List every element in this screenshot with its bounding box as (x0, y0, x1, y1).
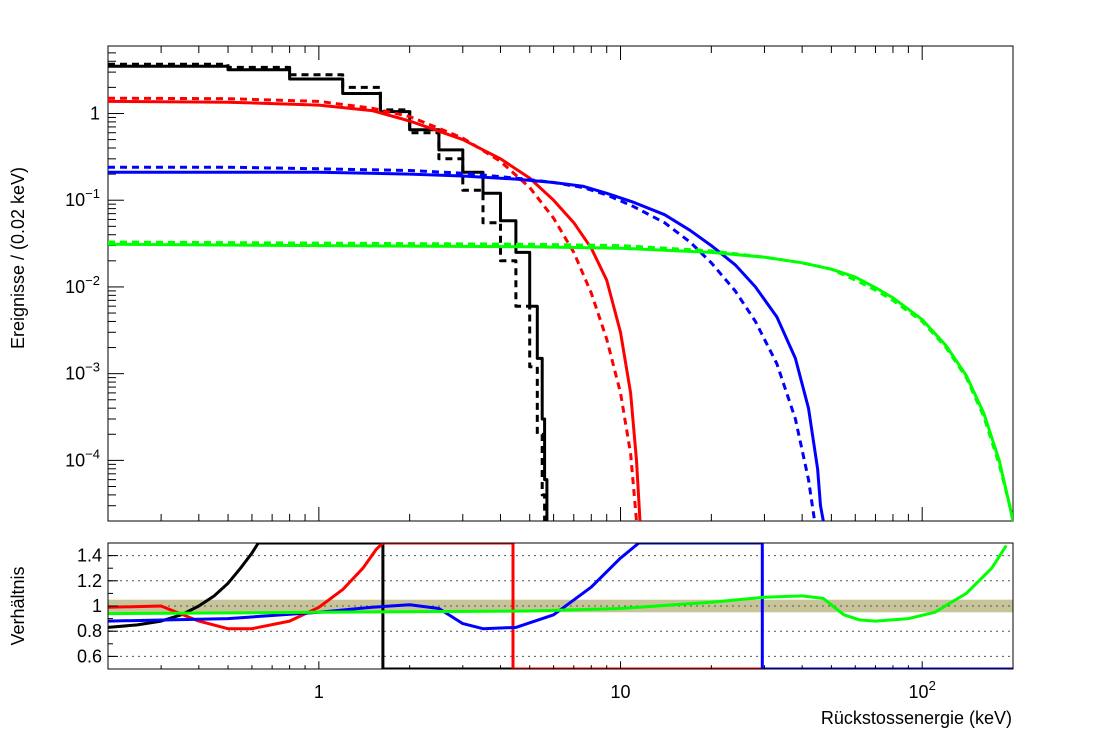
x-tick-label: 10 (611, 682, 631, 702)
spectrum-series-3 (108, 96, 638, 521)
ratio-grid (108, 555, 1013, 657)
ratio-series-3 (108, 544, 1008, 623)
spectrum-series-5 (108, 165, 817, 521)
x-tick-label: 102 (909, 678, 936, 702)
y-tick-label: 1 (90, 103, 100, 123)
top-axis-ticks: 10−4 10−3 10−2 10−1 1 (65, 45, 1014, 522)
y-tick-label: 1 (92, 596, 102, 616)
ratio-uncertainty-band (108, 599, 1013, 613)
y-tick-label: 10−1 (65, 186, 100, 210)
ratio-axis-ticks: 0.6 0.8 1 1.2 1.4 1 10 102 (77, 546, 1014, 702)
y-tick-label: 0.6 (77, 646, 102, 666)
top-panel: 10−4 10−3 10−2 10−1 1 Ereignisse / (0.02 keV… (8, 45, 1014, 522)
top-y-axis-title: Ereignisse / (0.02 keV) (8, 167, 28, 349)
spectrum-series-1 (108, 62, 547, 521)
y-tick-label: 10−3 (65, 360, 100, 384)
x-axis-title: Rückstossenergie (keV) (821, 708, 1012, 728)
spectrum-series-4 (108, 170, 825, 521)
y-tick-label: 0.8 (77, 621, 102, 641)
ratio-y-axis-title: Verhältnis (8, 566, 28, 645)
y-tick-label: 1.4 (77, 546, 102, 566)
top-plot-frame (107, 45, 1014, 522)
ratio-series-2 (108, 543, 1013, 669)
y-tick-label: 1.2 (77, 571, 102, 591)
spectrum-series-2 (108, 99, 642, 521)
ratio-series-1 (108, 543, 1013, 669)
y-tick-label: 10−2 (65, 273, 100, 297)
spectrum-series-7 (108, 240, 1013, 521)
top-series-group (108, 62, 1013, 521)
x-tick-label: 1 (314, 682, 324, 702)
y-tick-label: 10−4 (65, 446, 100, 470)
ratio-series-group (108, 543, 1013, 669)
spectrum-series-0 (108, 64, 549, 521)
ratio-panel: 0.6 0.8 1 1.2 1.4 1 10 102 Verhältnis Rückstoss… (8, 542, 1014, 728)
